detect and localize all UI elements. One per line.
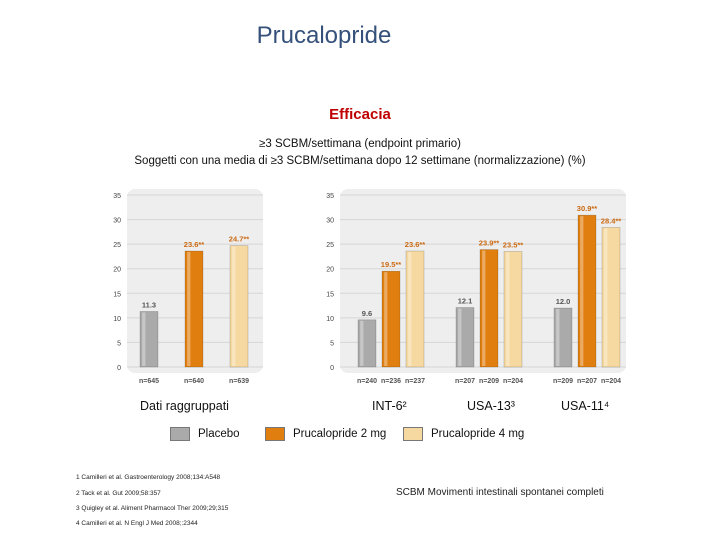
group-label-int6: INT-6² [372, 399, 407, 413]
trials-ytick-label: 5 [330, 340, 334, 347]
legend-label-pru2: Prucalopride 2 mg [293, 428, 387, 440]
trials-ytick-label: 10 [326, 316, 334, 323]
trials-n-label-g2-s1: n=207 [455, 378, 475, 385]
pooled-bar-3 [229, 245, 249, 368]
trials-bar-g1-s3 [405, 250, 425, 368]
trials-n-label-g3-s2: n=207 [577, 378, 597, 385]
pooled-ytick-label: 25 [113, 242, 121, 249]
group-label-usa11: USA-11⁴ [561, 399, 610, 413]
trials-n-label-g2-s2: n=209 [479, 378, 499, 385]
trials-data-label-g1-s1: 9.6 [362, 309, 372, 318]
legend-item-placebo: Placebo [170, 427, 240, 441]
legend-swatch-placebo [170, 427, 190, 441]
reference-1: 1 Camilleri et al. Gastroenterology 2008… [76, 474, 221, 481]
legend-item-pru2: Prucalopride 2 mg [265, 427, 386, 441]
trials-data-label-g3-s2: 30.9** [577, 204, 598, 213]
pooled-ytick-label: 35 [113, 193, 121, 200]
trials-data-label-g3-s3: 28.4** [601, 216, 622, 225]
trials-n-label-g3-s1: n=209 [553, 378, 573, 385]
trials-bar-g1-s2 [381, 270, 401, 368]
page-title: Prucalopride [256, 22, 392, 49]
legend-swatch-pru2 [265, 427, 285, 441]
trials-bar-g3-s3-highlight [604, 228, 608, 366]
legend-label-placebo: Placebo [198, 428, 240, 440]
trials-data-label-g2-s1: 12.1 [458, 297, 473, 306]
chart-caption-primary: ≥3 SCBM/settimana (endpoint primario) [259, 138, 461, 150]
pooled-ytick-label: 0 [117, 365, 121, 372]
trials-bar-g1-s2-highlight [384, 272, 388, 366]
trials-n-label-g3-s3: n=204 [601, 378, 621, 385]
trials-bar-g2-s1 [455, 307, 475, 368]
pooled-ytick-label: 5 [117, 340, 121, 347]
trials-bar-g1-s3-highlight [408, 252, 412, 366]
trials-bar-g2-s3-highlight [506, 252, 510, 366]
pooled-n-label-3: n=639 [229, 378, 249, 385]
trials-bar-g1-s1 [357, 319, 377, 368]
pooled-bar-1-highlight [142, 312, 146, 366]
trials-n-label-g1-s2: n=236 [381, 378, 401, 385]
reference-3: 3 Quigley et al. Aliment Pharmacol Ther … [76, 505, 229, 512]
pooled-n-label-1: n=645 [139, 378, 159, 385]
pooled-ytick-label: 20 [113, 267, 121, 274]
trials-ytick-label: 0 [330, 365, 334, 372]
legend-swatch-pru4 [403, 427, 423, 441]
pooled-data-label-1: 11.3 [142, 300, 156, 309]
pooled-bar-2 [184, 250, 204, 368]
trials-ytick-label: 30 [326, 218, 334, 225]
trials-bar-g2-s2 [479, 249, 499, 368]
reference-2: 2 Tack et al. Gut 2009;58:357 [76, 490, 161, 497]
trials-ytick-label: 35 [326, 193, 334, 200]
legend-item-pru4: Prucalopride 4 mg [403, 427, 524, 441]
trials-data-label-g1-s3: 23.6** [405, 240, 426, 249]
trials-n-label-g2-s3: n=204 [503, 378, 523, 385]
trials-bar-g1-s1-highlight [360, 320, 364, 366]
pooled-n-label-2: n=640 [184, 378, 204, 385]
abbreviation-note: SCBM Movimenti intestinali spontanei com… [396, 487, 604, 498]
trials-bar-g3-s2 [577, 214, 597, 368]
pooled-bar-2-highlight [187, 252, 191, 366]
legend-label-pru4: Prucalopride 4 mg [431, 428, 525, 440]
trials-ytick-label: 20 [326, 267, 334, 274]
group-label-usa13: USA-13³ [467, 399, 515, 413]
trials-bar-g2-s3 [503, 251, 523, 368]
trials-ytick-label: 25 [326, 242, 334, 249]
chart-caption-secondary: Soggetti con una media di ≥3 SCBM/settim… [134, 155, 586, 167]
pooled-ytick-label: 30 [113, 218, 121, 225]
trials-data-label-g3-s1: 12.0 [556, 297, 571, 306]
trials-bar-g2-s2-highlight [482, 250, 486, 366]
pooled-data-label-2: 23.6** [184, 240, 205, 249]
trials-bar-g2-s1-highlight [458, 308, 462, 366]
reference-4: 4 Camilleri et al. N Engl J Med 2008;:23… [76, 520, 198, 527]
slide-subtitle: Efficacia [329, 106, 391, 123]
trials-bar-chart: 0 5 10 15 20 25 30 35 9.6 n=240 19.5** n=236 23.6** n… [326, 189, 626, 385]
trials-bar-g3-s1-highlight [556, 309, 560, 366]
trials-n-label-g1-s3: n=237 [405, 378, 425, 385]
trials-bar-g3-s2-highlight [580, 216, 584, 366]
trials-ytick-label: 15 [326, 291, 334, 298]
trials-data-label-g2-s3: 23.5** [503, 241, 524, 250]
trials-bar-g3-s3 [601, 227, 621, 368]
pooled-data-label-3: 24.7** [229, 235, 250, 244]
pooled-bar-chart: 0 5 10 15 20 25 30 35 11.3 n=645 23.6** n=640 24.7**… [113, 189, 263, 385]
trials-n-label-g1-s1: n=240 [357, 378, 377, 385]
group-label-pooled: Dati raggruppati [140, 399, 229, 413]
pooled-ytick-label: 15 [113, 291, 121, 298]
pooled-bar-1 [139, 311, 159, 368]
trials-bar-g3-s1 [553, 307, 573, 368]
pooled-ytick-label: 10 [113, 316, 121, 323]
pooled-bar-3-highlight [232, 246, 236, 366]
trials-data-label-g2-s2: 23.9** [479, 239, 500, 248]
trials-data-label-g1-s2: 19.5** [381, 260, 402, 269]
